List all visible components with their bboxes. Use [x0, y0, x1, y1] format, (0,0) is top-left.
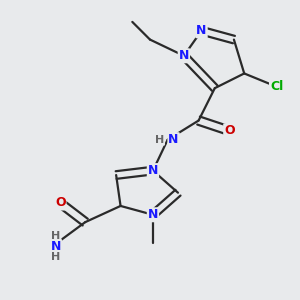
Text: H: H — [155, 135, 164, 145]
Text: N: N — [51, 240, 61, 253]
Text: N: N — [179, 49, 189, 62]
Text: N: N — [148, 164, 158, 177]
Text: Cl: Cl — [270, 80, 283, 93]
Text: O: O — [224, 124, 235, 137]
Text: H: H — [51, 252, 60, 262]
Text: O: O — [55, 196, 65, 209]
Text: N: N — [168, 133, 179, 146]
Text: H: H — [51, 231, 60, 241]
Text: N: N — [196, 24, 207, 37]
Text: N: N — [148, 208, 158, 221]
